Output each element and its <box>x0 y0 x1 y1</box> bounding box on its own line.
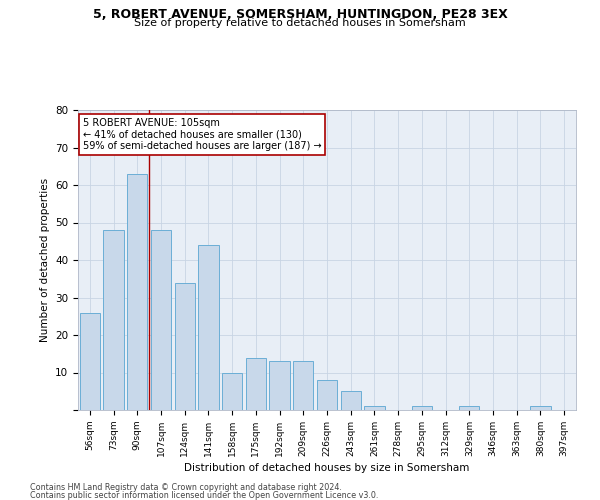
X-axis label: Distribution of detached houses by size in Somersham: Distribution of detached houses by size … <box>184 463 470 473</box>
Y-axis label: Number of detached properties: Number of detached properties <box>40 178 50 342</box>
Bar <box>317 380 337 410</box>
Bar <box>151 230 171 410</box>
Bar <box>530 406 551 410</box>
Bar <box>103 230 124 410</box>
Bar <box>269 361 290 410</box>
Bar <box>246 358 266 410</box>
Text: Contains HM Land Registry data © Crown copyright and database right 2024.: Contains HM Land Registry data © Crown c… <box>30 482 342 492</box>
Bar <box>459 406 479 410</box>
Bar <box>364 406 385 410</box>
Text: 5, ROBERT AVENUE, SOMERSHAM, HUNTINGDON, PE28 3EX: 5, ROBERT AVENUE, SOMERSHAM, HUNTINGDON,… <box>92 8 508 20</box>
Bar <box>127 174 148 410</box>
Bar <box>412 406 432 410</box>
Text: Size of property relative to detached houses in Somersham: Size of property relative to detached ho… <box>134 18 466 28</box>
Text: 5 ROBERT AVENUE: 105sqm
← 41% of detached houses are smaller (130)
59% of semi-d: 5 ROBERT AVENUE: 105sqm ← 41% of detache… <box>83 118 322 150</box>
Bar <box>293 361 313 410</box>
Bar <box>341 391 361 410</box>
Bar <box>222 372 242 410</box>
Bar <box>199 245 218 410</box>
Text: Contains public sector information licensed under the Open Government Licence v3: Contains public sector information licen… <box>30 491 379 500</box>
Bar <box>80 312 100 410</box>
Bar <box>175 282 195 410</box>
